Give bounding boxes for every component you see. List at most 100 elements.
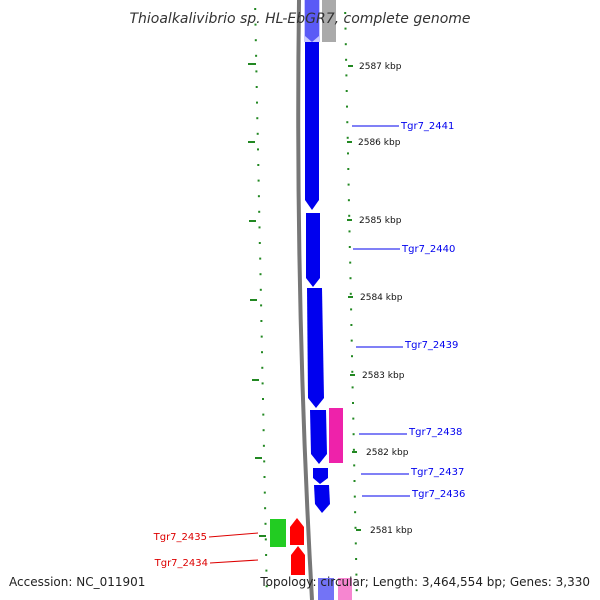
gc-skew-dot: [261, 351, 263, 354]
gene-label-tgr7-2441[interactable]: Tgr7_2441: [400, 121, 454, 132]
tick-label: 2583 kbp: [362, 371, 405, 381]
gc-skew-dot: [260, 335, 263, 338]
gc-skew-dot: [264, 538, 267, 541]
gc-skew-dot: [261, 382, 264, 385]
feature-top-gray: [322, 0, 336, 42]
gc-skew-dot: [350, 324, 353, 326]
tick-label: 2586 kbp: [358, 138, 401, 148]
gc-skew-dot: [260, 304, 263, 307]
gc-skew-dot: [262, 429, 265, 432]
gc-skew-dot: [347, 168, 350, 170]
gc-skew-dot: [348, 246, 351, 248]
genome-backbone: [296, 0, 314, 600]
gc-skew-dot: [259, 257, 262, 260]
gc-skew-dot: [347, 199, 350, 202]
genome-summary-text: Topology: circular; Length: 3,464,554 bp…: [259, 575, 590, 589]
gene-arrow-tgr7-2434: [291, 546, 305, 575]
gc-skew-dot: [261, 366, 264, 369]
map-title: Thioalkalivibrio sp. HL-EbGR7, complete …: [129, 11, 470, 27]
gene-label-tgr7-2437[interactable]: Tgr7_2437: [410, 467, 464, 478]
gc-skew-dot: [262, 398, 264, 400]
gc-skew-dot: [347, 183, 350, 186]
gene-label-tgr7-2439[interactable]: Tgr7_2439: [404, 340, 458, 351]
gc-skew-dot: [355, 589, 358, 592]
gc-skew-dot: [355, 558, 358, 560]
label-leader: [209, 559, 259, 564]
gene-label-tgr7-2435[interactable]: Tgr7_2435: [153, 532, 207, 543]
gc-skew-dot: [349, 277, 352, 280]
gc-skew-dot: [344, 27, 347, 30]
gc-skew-dot: [258, 242, 261, 244]
gc-skew-dot: [257, 164, 260, 166]
gc-skew-dot: [348, 214, 351, 217]
gc-skew-dot: [255, 54, 258, 57]
gc-skew-dot: [345, 58, 348, 61]
tick-label: 2582 kbp: [366, 448, 409, 458]
gc-skew-dot: [255, 70, 258, 73]
gc-skew-dot: [263, 491, 266, 494]
gene-arrow-tgr7-2440: [306, 213, 320, 287]
gc-skew-dot: [265, 569, 268, 572]
gc-skew-dot: [349, 261, 352, 264]
gc-skew-dot: [353, 464, 356, 467]
tick-label: 2584 kbp: [360, 293, 403, 303]
gc-skew-dot: [262, 444, 265, 447]
gc-skew-dot: [264, 522, 267, 525]
gc-skew-dot: [351, 386, 354, 389]
gc-skew-dot: [263, 460, 266, 463]
gc-skew-dot: [347, 152, 349, 155]
gc-skew-dot: [258, 226, 261, 229]
gene-arrow-tgr7-2437: [313, 468, 328, 484]
gc-skew-dot: [351, 370, 354, 373]
gc-skew-dot: [346, 121, 349, 124]
gene-arrow-tgr7-2435: [290, 518, 304, 545]
gc-skew-dot: [254, 8, 257, 10]
gc-skew-dot: [352, 448, 355, 451]
gc-skew-dot: [344, 43, 347, 46]
gc-skew-track-left: [254, 8, 268, 588]
gc-skew-dot: [350, 339, 353, 342]
gc-skew-dot: [256, 101, 258, 104]
gc-skew-dot: [354, 526, 357, 529]
gene-label-tgr7-2434[interactable]: Tgr7_2434: [154, 558, 208, 569]
gc-skew-dot: [257, 179, 260, 182]
gc-skew-dot: [257, 148, 259, 151]
accession-text: Accession: NC_011901: [9, 575, 145, 589]
gc-skew-dot: [348, 230, 351, 233]
tick-label: 2585 kbp: [359, 216, 402, 226]
gc-skew-dot: [256, 117, 259, 120]
gc-skew-dot: [345, 74, 348, 77]
gc-skew-track-right: [344, 12, 358, 592]
gc-skew-dot: [265, 585, 268, 588]
label-leader: [208, 532, 259, 538]
gc-skew-dot: [354, 511, 357, 514]
gc-skew-dot: [259, 273, 262, 276]
gc-skew-dot: [354, 542, 357, 545]
gene-label-tgr7-2438[interactable]: Tgr7_2438: [408, 427, 462, 438]
gene-label-tgr7-2440[interactable]: Tgr7_2440: [401, 244, 455, 255]
gene-arrow-tgr7-2436: [314, 485, 330, 513]
gc-skew-dot: [352, 402, 354, 404]
gc-skew-dot: [349, 292, 352, 295]
other-feature-tgr7-2435: [270, 519, 286, 547]
gc-skew-dot: [350, 308, 353, 311]
gene-arrow-bottom-blue: [318, 578, 334, 600]
gc-skew-dot: [346, 105, 348, 108]
gc-skew-dot: [262, 413, 265, 416]
gc-skew-dot: [355, 573, 358, 576]
gc-skew-dot: [345, 90, 348, 92]
gc-skew-dot: [263, 476, 266, 478]
gene-label-tgr7-2436[interactable]: Tgr7_2436: [411, 489, 465, 500]
rna-feature-tgr7-2438: [329, 408, 343, 463]
feature-top-blue: [305, 0, 319, 42]
gc-skew-dot: [351, 355, 353, 358]
gc-skew-dot: [353, 495, 356, 498]
rna-feature-bottom: [338, 578, 352, 600]
gc-skew-dot: [264, 507, 267, 510]
gc-skew-dot: [255, 86, 258, 88]
gc-skew-dot: [344, 12, 347, 14]
gene-arrow-tgr7-2441: [305, 42, 319, 210]
gc-skew-dot: [256, 132, 259, 135]
gc-skew-dot: [346, 136, 349, 139]
